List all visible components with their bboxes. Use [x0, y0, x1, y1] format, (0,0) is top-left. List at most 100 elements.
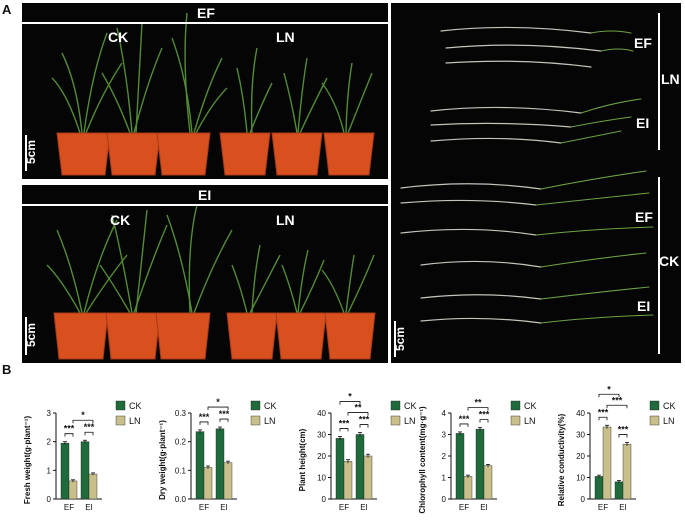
bar-ck-ef — [60, 442, 70, 500]
ei-ln-label: LN — [276, 212, 295, 228]
ln-group-bracket — [658, 13, 660, 150]
ef-ck-label: CK — [108, 29, 129, 45]
x-tick-label: EI — [619, 503, 627, 512]
y-tick-label: 0 — [47, 495, 52, 504]
ei-plants-drawing — [46, 204, 376, 360]
legend-swatch-ln — [390, 415, 401, 426]
sig-bracket-ei-stars: *** — [618, 424, 629, 434]
y-tick-label: 0 — [322, 495, 327, 504]
roots-scale-label: 5cm — [393, 326, 408, 352]
y-tick-label: 30 — [317, 431, 326, 440]
sig-bracket-ei — [479, 419, 489, 423]
sig-bracket-between-1 — [467, 407, 489, 411]
bar-ck-ef — [455, 433, 465, 500]
sig-bracket-between-1-stars: * — [216, 397, 220, 407]
roots-ei-upper-label: EI — [636, 115, 650, 131]
legend-swatch-ck — [250, 400, 261, 411]
sig-bracket-ei-stars: *** — [359, 415, 370, 425]
legend-swatch-ln — [649, 415, 660, 426]
x-tick-label: EI — [360, 503, 368, 512]
y-tick-label: 3 — [47, 409, 52, 418]
sig-bracket-between-1 — [72, 419, 94, 424]
bar-ck-ef — [594, 476, 604, 500]
sig-bracket-between-2-stars: * — [607, 384, 611, 394]
legend-label-ln: LN — [663, 416, 675, 426]
x-tick-label: EI — [220, 503, 228, 512]
ei-scale-bar — [25, 317, 27, 355]
bar-ck-ei — [355, 434, 365, 500]
sig-bracket-between-1 — [347, 412, 369, 416]
legend-label-ln: LN — [264, 416, 276, 426]
roots-ef-lower-label: EF — [635, 209, 653, 225]
sig-bracket-between-1-stars: ** — [354, 403, 362, 413]
x-tick-label: EF — [64, 503, 74, 512]
x-tick-label: EI — [480, 503, 488, 512]
ei-ck-label: CK — [110, 212, 131, 228]
legend-swatch-ck — [115, 400, 126, 411]
legend-label-ck: CK — [663, 401, 676, 411]
legend-swatch-ck — [510, 400, 521, 411]
sig-bracket-ei — [359, 424, 369, 428]
sig-bracket-ef-stars: *** — [339, 418, 350, 428]
y-axis-label: Chlorophyll content(mg·g⁻¹) — [418, 406, 427, 514]
y-tick-label: 0 — [442, 495, 447, 504]
y-tick-label: 0.2 — [175, 438, 187, 447]
sig-bracket-ef — [339, 428, 349, 432]
sig-bracket-ef-stars: *** — [598, 407, 609, 417]
photo-roots: EF LN EI EF CK EI 5cm — [391, 3, 681, 363]
y-tick-label: 0.3 — [175, 409, 187, 418]
sig-bracket-between-1 — [606, 404, 628, 409]
bar-ln-ei — [223, 462, 233, 500]
y-tick-label: 10 — [576, 474, 585, 483]
roots-scale-bar — [394, 321, 396, 357]
bar-ln-ei — [622, 443, 632, 500]
sig-bracket-ef-stars: *** — [64, 424, 75, 434]
panel-a-label: A — [2, 2, 12, 17]
y-tick-label: 40 — [317, 409, 326, 418]
y-tick-label: 20 — [317, 452, 326, 461]
legend-swatch-ln — [510, 415, 521, 426]
y-tick-label: 0.0 — [175, 495, 187, 504]
sig-bracket-between-1-stars: ** — [474, 398, 482, 408]
legend-label-ck: CK — [129, 401, 142, 411]
bar-ln-ei — [363, 455, 373, 500]
sig-bracket-between-1-stars: * — [81, 410, 85, 420]
sig-bracket-ei-stars: *** — [84, 422, 95, 432]
legend-swatch-ln — [115, 415, 126, 426]
sig-bracket-between-2 — [598, 393, 620, 398]
sig-bracket-ei-stars: *** — [219, 409, 230, 419]
photo-ei-plants: EI CK LN 5cm — [22, 185, 388, 363]
sig-bracket-between-1 — [207, 406, 229, 411]
ei-scale-label: 5cm — [24, 322, 39, 348]
y-tick-label: 0.1 — [175, 466, 187, 475]
bar-ln-ef — [602, 426, 612, 500]
ei-header-line — [22, 204, 388, 206]
sig-bracket-ei — [618, 434, 628, 438]
sig-bracket-between-1-stars: *** — [612, 395, 623, 405]
sig-bracket-ei — [219, 418, 229, 423]
sig-bracket-between-2-stars: * — [348, 392, 352, 402]
sig-bracket-ef — [64, 433, 74, 437]
roots-ef-upper-label: EF — [634, 35, 652, 51]
y-axis-label: Dry weight(g·plant⁻¹) — [158, 420, 167, 500]
y-tick-label: 4 — [442, 409, 447, 418]
bar-ck-ei — [80, 441, 90, 500]
sig-bracket-ef-stars: *** — [199, 412, 210, 422]
y-tick-label: 30 — [576, 431, 585, 440]
x-tick-label: EF — [598, 503, 608, 512]
roots-ck-label: CK — [659, 253, 680, 269]
legend-label-ln: LN — [404, 416, 416, 426]
ef-ln-label: LN — [276, 29, 295, 45]
bar-ln-ei — [483, 465, 493, 500]
x-tick-label: EF — [199, 503, 209, 512]
ef-header-line — [22, 22, 388, 24]
y-tick-label: 2 — [47, 438, 52, 447]
y-axis-label: Plant height(cm) — [298, 428, 307, 491]
sig-bracket-ef-stars: *** — [459, 414, 470, 424]
sig-bracket-ef — [459, 423, 469, 427]
sig-bracket-between-2 — [339, 401, 361, 405]
x-tick-label: EF — [339, 503, 349, 512]
